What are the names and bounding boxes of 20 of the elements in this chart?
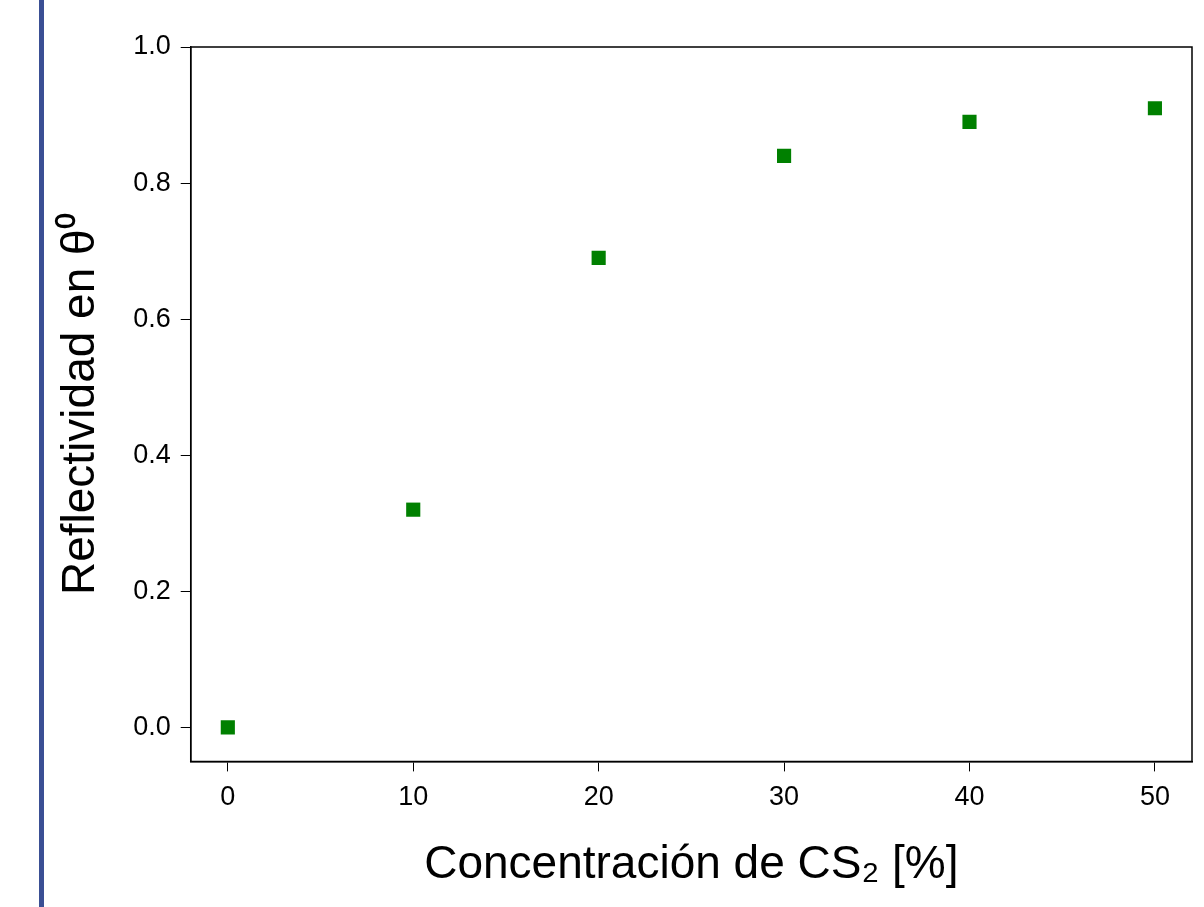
y-tick-label: 1.0: [133, 30, 171, 61]
y-tick-label: 0.0: [133, 710, 171, 741]
y-tick-label: 0.8: [133, 166, 171, 197]
point: [1147, 101, 1162, 116]
x-tick-label: 40: [954, 781, 985, 812]
y-tick-label: 0.6: [133, 302, 171, 333]
x-tick-label: 10: [398, 781, 429, 812]
x-tick-label: 0: [220, 781, 236, 812]
y-tick-label: 0.2: [133, 574, 171, 605]
point: [220, 720, 235, 735]
point: [777, 148, 792, 163]
x-tick-label: 20: [583, 781, 614, 812]
x-tick-label: 30: [769, 781, 800, 812]
point: [591, 250, 606, 265]
point: [962, 114, 977, 129]
x-axis-title: Concentración de CS₂ [%]: [424, 836, 959, 889]
y-axis-title: Reflectividad en θ⁰: [52, 213, 105, 596]
x-tick-label: 50: [1139, 781, 1170, 812]
point: [406, 502, 421, 517]
y-tick-label: 0.4: [133, 438, 171, 469]
